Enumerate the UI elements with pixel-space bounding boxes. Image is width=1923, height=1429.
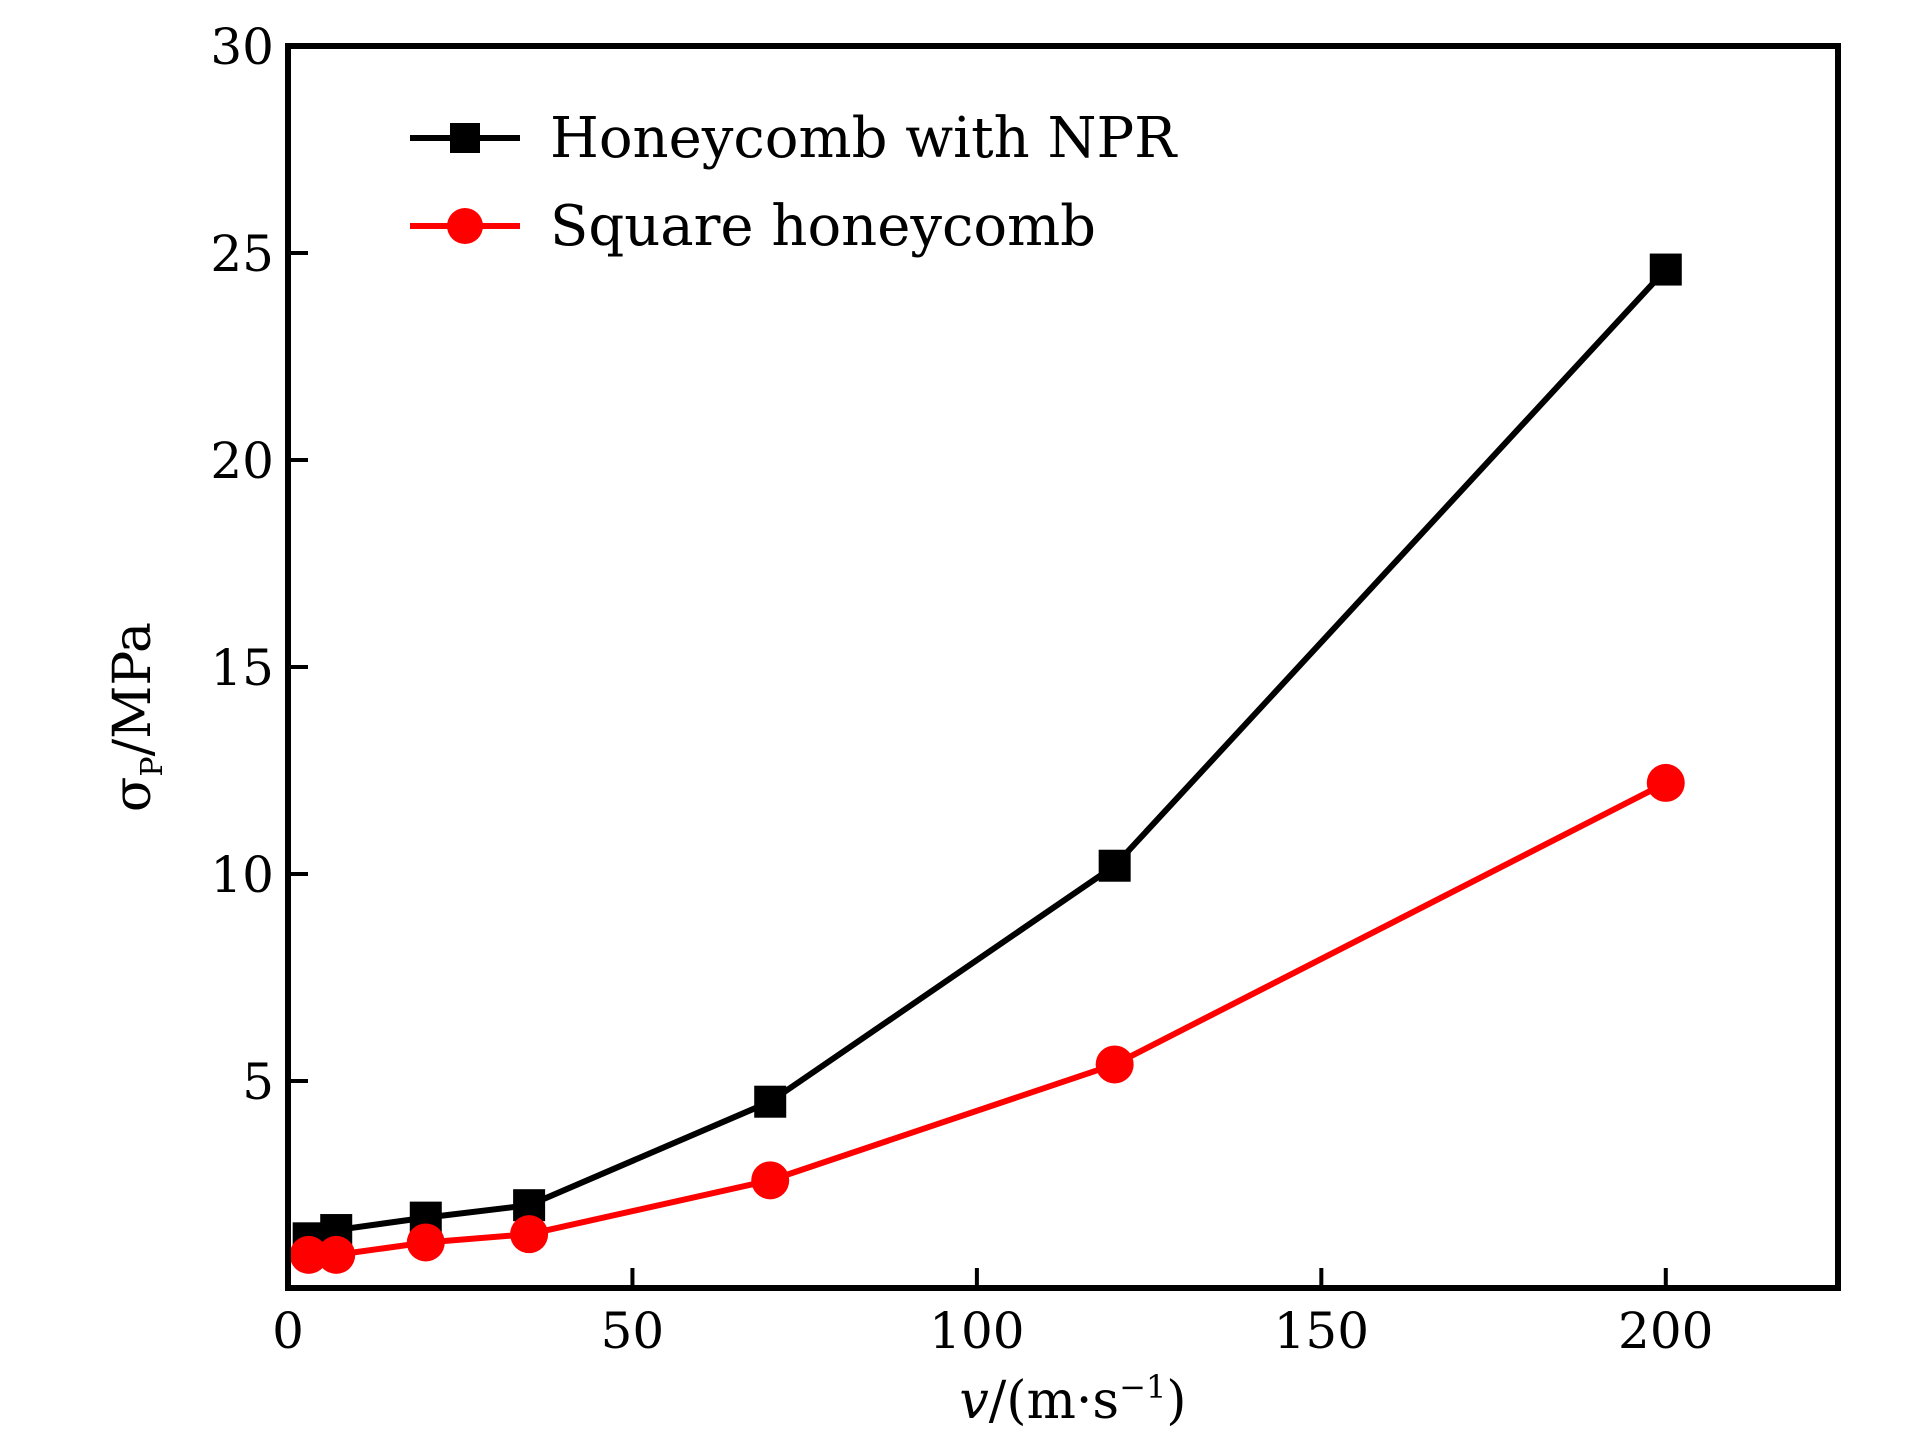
x-axis-variable: v [959,1371,988,1429]
x-tick-label: 50 [601,1302,665,1360]
x-tick-label: 200 [1618,1302,1713,1360]
legend-marker-circle [447,208,483,244]
x-axis-title: v/(m·s−1) [959,1368,1186,1429]
legend-item-npr: Honeycomb with NPR [410,106,1178,171]
x-tick-label: 150 [1274,1302,1369,1360]
data-point-circle [289,1235,328,1274]
x-tick-label: 100 [929,1302,1024,1360]
data-point-circle [317,1235,356,1274]
x-axis-unit-superscript: −1 [1119,1368,1166,1406]
y-tick-label: 15 [210,639,274,697]
data-point-square [754,1085,787,1118]
series-npr [292,253,1682,1255]
data-point-circle [1095,1045,1134,1084]
legend: Honeycomb with NPR Square honeycomb [410,106,1178,259]
data-point-circle [510,1215,549,1254]
y-tick-label: 30 [210,18,274,76]
legend-marker-square [450,123,480,153]
tick-layer: 0 50 100 150 200 5 10 15 20 25 30 [210,18,1713,1360]
y-axis-symbol: σ [103,777,163,813]
data-point-circle [1646,763,1685,802]
y-tick-label: 10 [210,846,274,904]
data-point-circle [406,1223,445,1262]
series-layer [289,253,1685,1274]
data-point-square [1098,849,1131,882]
x-axis-unit-close: ) [1166,1371,1186,1429]
legend-label-square: Square honeycomb [550,194,1096,259]
data-point-circle [751,1161,790,1200]
y-tick-label: 20 [210,432,274,490]
y-axis-subscript: P [135,756,170,776]
y-axis-title: σP/MPa [103,622,170,812]
y-tick-label: 5 [242,1053,274,1111]
legend-item-square: Square honeycomb [410,194,1096,259]
data-point-square [1649,253,1682,286]
x-axis-unit: /(m·s [989,1371,1119,1429]
legend-label-npr: Honeycomb with NPR [550,106,1178,171]
y-axis-unit: /MPa [103,622,163,756]
x-tick-label: 0 [272,1302,304,1360]
series-square [289,763,1685,1274]
y-tick-label: 25 [210,225,274,283]
